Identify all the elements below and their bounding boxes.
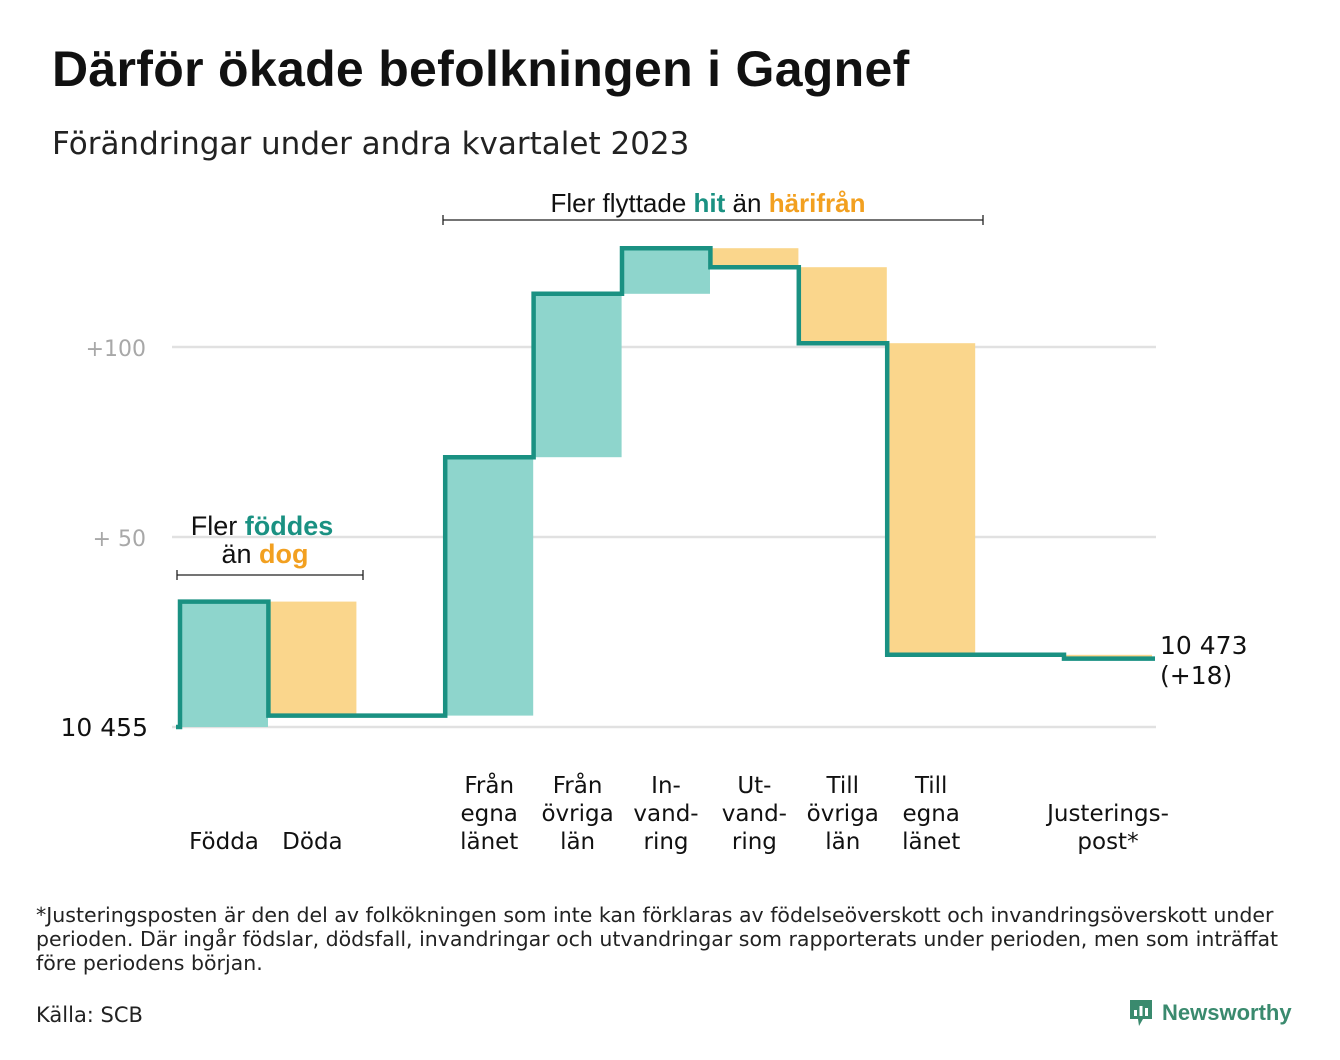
category-label: Födda [189, 829, 259, 855]
brand-name: Newsworthy [1162, 1000, 1292, 1025]
category-label: länet [902, 829, 960, 855]
category-label: länet [460, 829, 518, 855]
annotation-births-deaths: Fler föddes än dog [176, 511, 364, 580]
category-label: In- [651, 773, 681, 799]
category-label: vand- [722, 801, 787, 827]
y-tick-label: 10 455 [61, 713, 148, 742]
category-label: län [560, 829, 595, 855]
annotation-moves-away: härifrån [769, 188, 866, 218]
category-label: ring [643, 829, 688, 855]
category-label: ring [732, 829, 777, 855]
category-label: Ut- [737, 773, 771, 799]
category-label: övriga [541, 801, 613, 827]
category-label: Till [826, 773, 860, 799]
svg-text:Fler föddes: Fler föddes [191, 511, 334, 541]
waterfall-bar [887, 343, 976, 655]
waterfall-bar [798, 267, 887, 344]
waterfall-bar [445, 457, 534, 716]
brand-logo: Newsworthy [1128, 998, 1292, 1028]
bars [180, 248, 1152, 727]
chart-subtitle: Förändringar under andra kvartalet 2023 [52, 126, 690, 162]
waterfall-chart: 10 455+ 50+100 Födda DödaFrånegnalänetFrå… [61, 188, 1248, 855]
gridlines [172, 345, 1156, 729]
waterfall-bar [622, 248, 710, 294]
category-label: Justerings- [1045, 801, 1169, 827]
category-label: Från [464, 771, 514, 799]
category-label: övriga [807, 801, 879, 827]
annotation-births-mid: än [221, 539, 251, 569]
category-label: post* [1077, 829, 1138, 855]
category-label: Till [914, 773, 948, 799]
footnote: *Justeringsposten är den del av folkökni… [36, 903, 1279, 975]
waterfall-bar [180, 601, 268, 727]
annotation-moves: Fler flyttade hit än härifrån [442, 188, 984, 225]
waterfall-bar [710, 248, 799, 268]
end-value-label: 10 473 [1160, 631, 1247, 660]
category-label: Från [553, 771, 603, 799]
annotation-births-away: dog [259, 539, 308, 569]
newsworthy-logo-icon [1130, 1000, 1152, 1026]
annotation-births-prefix: Fler [191, 511, 238, 541]
category-label: län [825, 829, 860, 855]
y-tick-labels: 10 455 + 50 +100 [61, 337, 148, 742]
source-label: Källa: SCB [36, 1003, 143, 1027]
y-tick-label: + 50 [93, 527, 146, 552]
annotation-births-bracket [176, 570, 364, 580]
svg-text:än dog: än dog [221, 539, 308, 569]
waterfall-bar [533, 293, 622, 458]
annotation-births-hit: föddes [245, 511, 334, 541]
category-label: vand- [633, 801, 698, 827]
annotation-moves-mid: än [733, 188, 762, 218]
waterfall-bar [268, 601, 357, 716]
chart-title: Därför ökade befolkningen i Gagnef [52, 41, 910, 97]
annotation-moves-bracket [442, 215, 984, 225]
svg-text:Fler flyttade hit: Fler flyttade hit än härifrån [550, 188, 865, 218]
step-line-group [176, 245, 1155, 730]
y-tick-label: +100 [86, 337, 146, 362]
step-line [176, 245, 1155, 730]
category-labels: Födda DödaFrånegnalänetFrånövrigalänIn-va… [189, 771, 1169, 855]
category-label: Döda [282, 829, 342, 855]
category-label: egna [902, 801, 959, 827]
end-change-label: (+18) [1160, 661, 1232, 690]
annotation-moves-hit: hit [694, 188, 726, 218]
category-label: egna [460, 801, 517, 827]
annotation-moves-prefix: Fler flyttade [550, 188, 686, 218]
